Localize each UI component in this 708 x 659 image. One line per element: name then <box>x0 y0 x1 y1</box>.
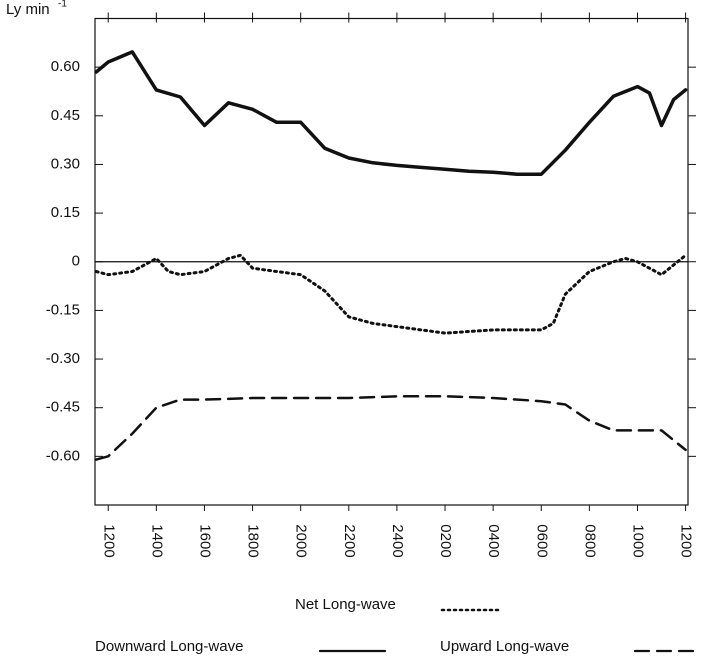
x-tick-label: 1400 <box>148 524 165 557</box>
y-axis-label-superscript: -1 <box>58 0 67 10</box>
y-tick-label: 0.30 <box>51 155 80 172</box>
x-tick-label: 0400 <box>485 524 502 557</box>
x-tick-label: 0200 <box>437 524 454 557</box>
x-tick-label: 1200 <box>100 524 117 557</box>
legend-label: Downward Long-wave <box>95 638 243 655</box>
x-tick-label: 1000 <box>630 524 647 557</box>
legend-label: Net Long-wave <box>295 596 396 613</box>
y-tick-label: -0.15 <box>46 301 80 318</box>
series-line <box>94 50 688 176</box>
x-tick-label: 2400 <box>389 524 406 557</box>
y-tick-label: -0.45 <box>46 399 80 416</box>
x-tick-label: 0800 <box>581 524 598 557</box>
y-axis-label: Ly min <box>6 1 50 18</box>
series-line <box>94 395 687 461</box>
x-tick-label: 2000 <box>293 524 310 557</box>
y-tick-label: 0.15 <box>51 204 80 221</box>
y-tick-label: -0.60 <box>46 447 80 464</box>
y-tick-label: 0 <box>72 253 80 270</box>
y-tick-label: 0.60 <box>51 58 80 75</box>
x-tick-label: 1200 <box>678 524 695 557</box>
x-tick-label: 1600 <box>196 524 213 557</box>
series-line <box>94 253 688 335</box>
y-tick-label: -0.30 <box>46 350 80 367</box>
y-tick-label: 0.45 <box>51 107 80 124</box>
x-tick-label: 2200 <box>341 524 358 557</box>
x-tick-label: 1800 <box>245 524 262 557</box>
legend-label: Upward Long-wave <box>440 638 569 655</box>
x-tick-label: 0600 <box>533 524 550 557</box>
